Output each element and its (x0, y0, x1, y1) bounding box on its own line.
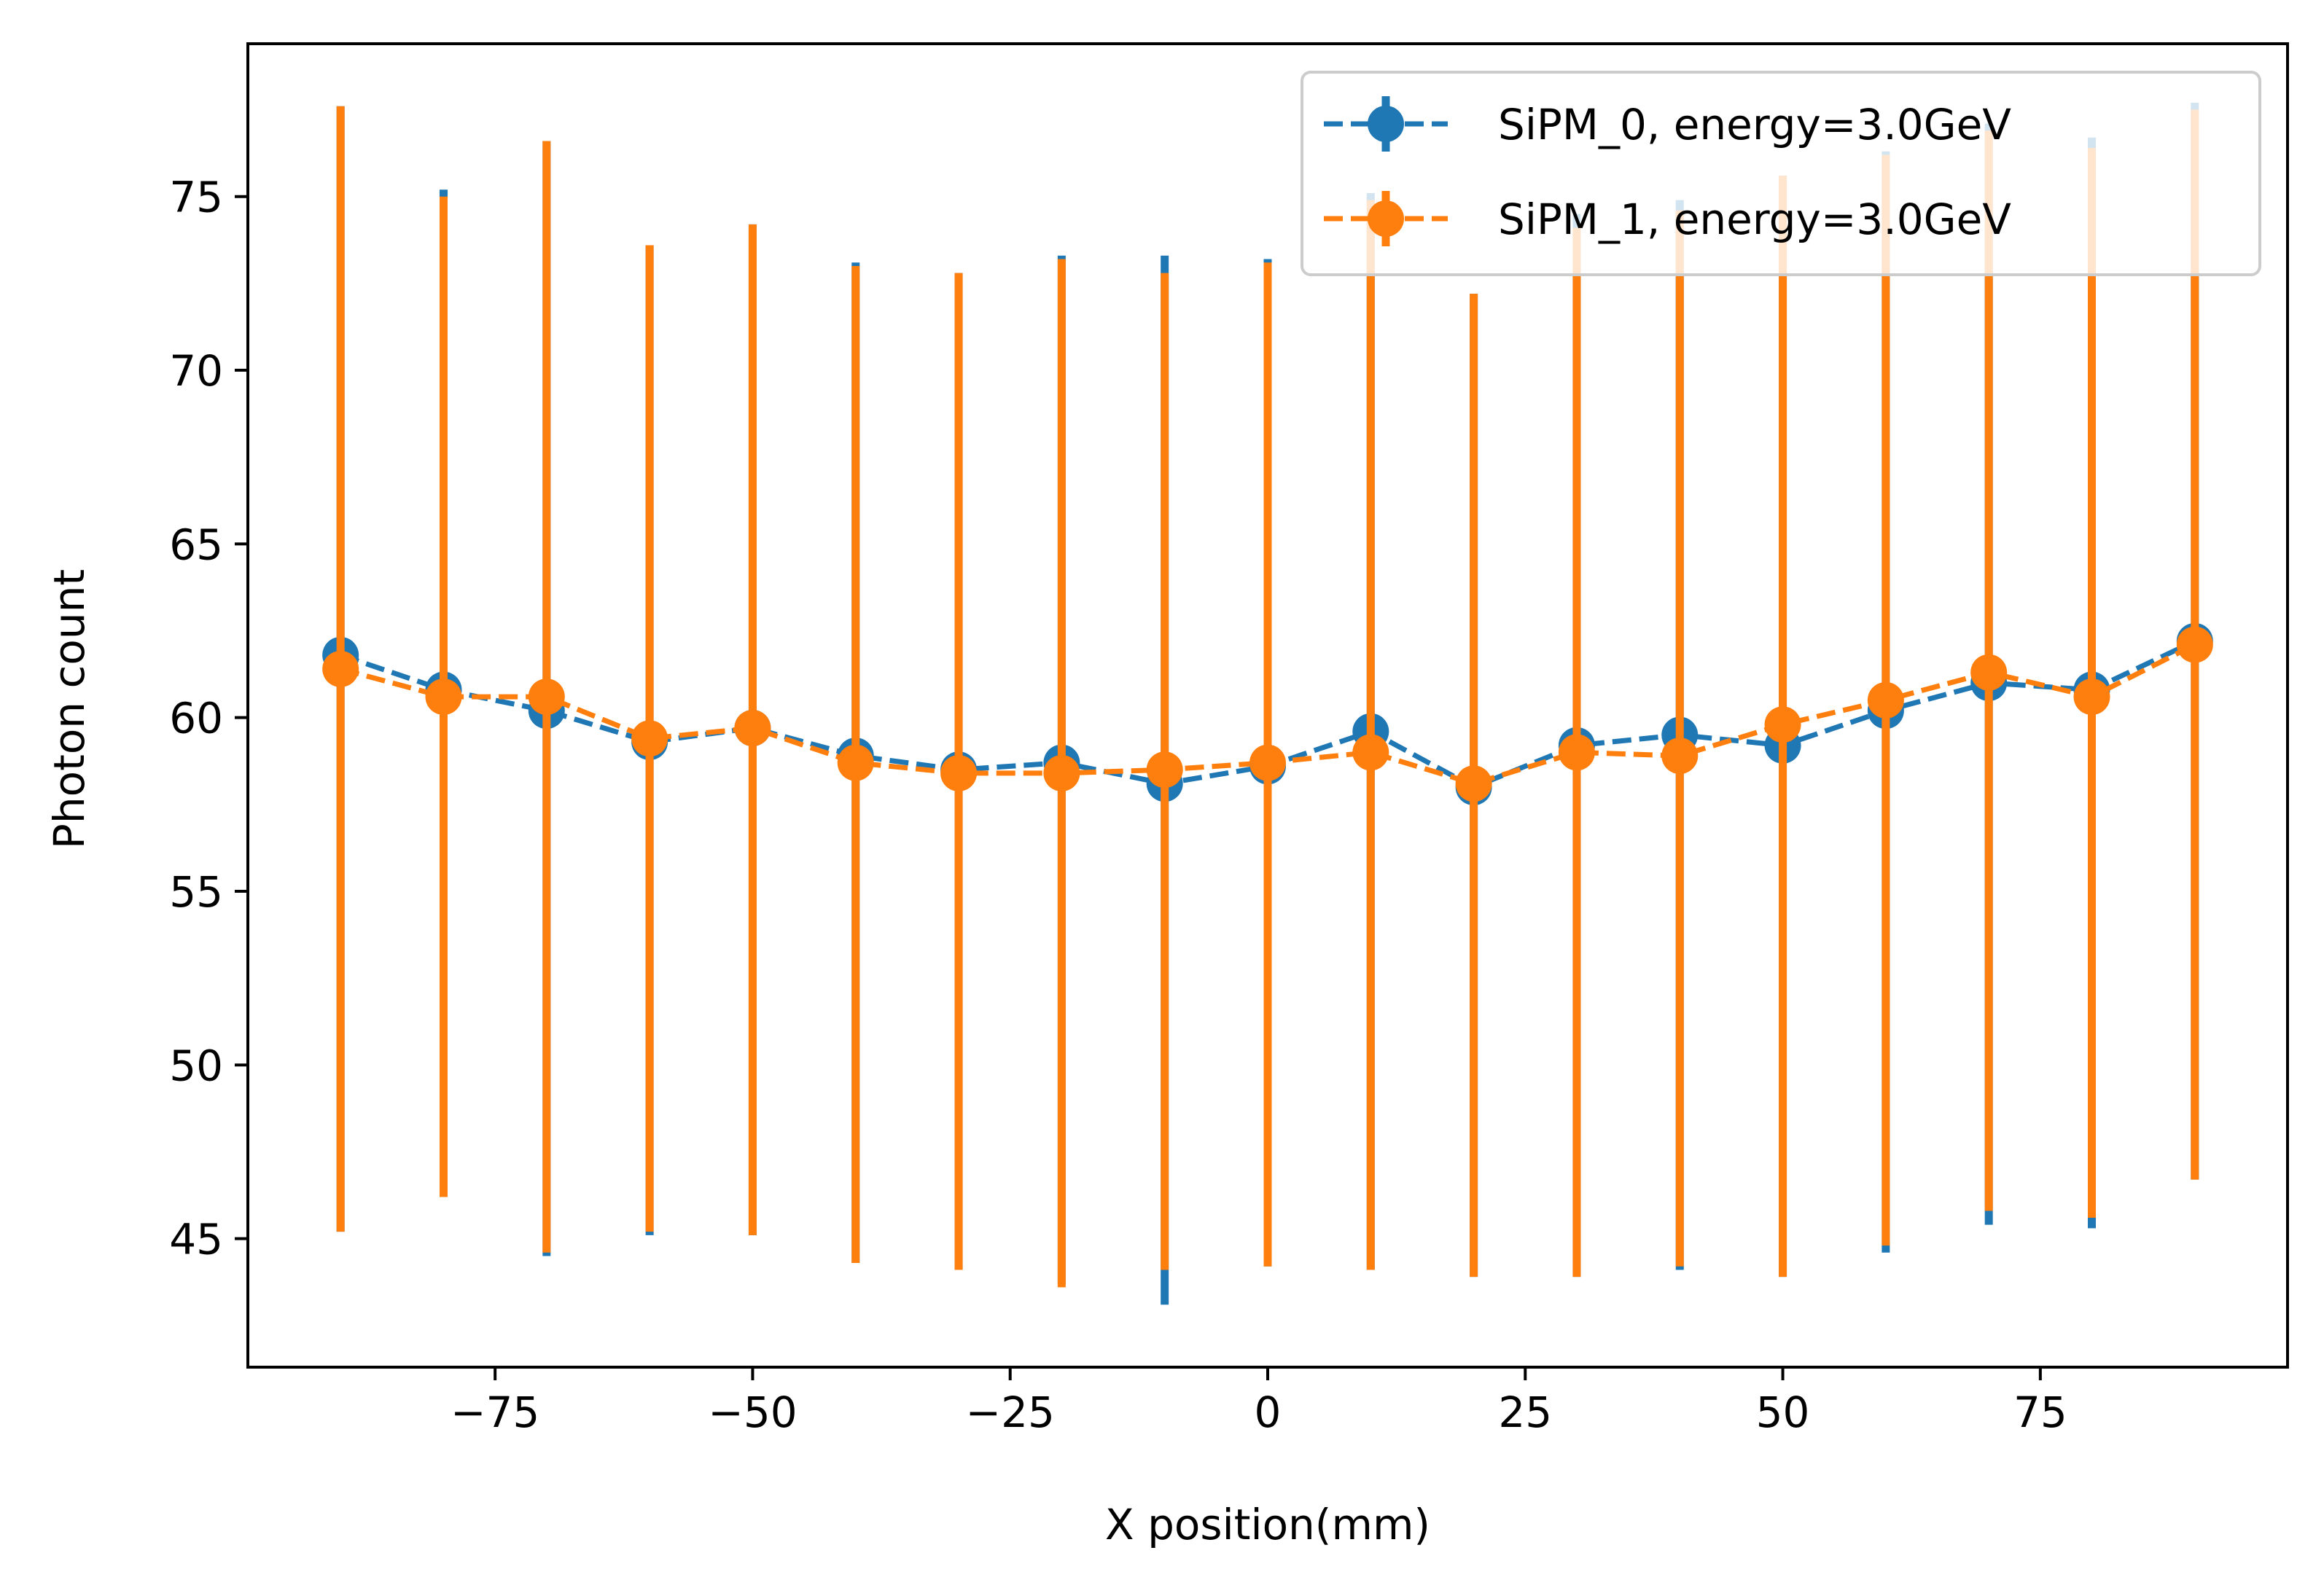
y-tick-label: 70 (169, 346, 223, 396)
x-axis-label: X position(mm) (1105, 1500, 1430, 1549)
data-point (1146, 751, 1183, 789)
data-point (425, 678, 462, 716)
data-point (1455, 765, 1492, 802)
x-tick-label: 0 (1255, 1388, 1282, 1437)
data-point (1352, 734, 1389, 771)
data-point (322, 650, 359, 687)
data-point (2073, 678, 2110, 716)
legend: SiPM_0, energy=3.0GeV SiPM_1, energy=3.0G… (1301, 71, 2261, 276)
legend-entry-0: SiPM_0, energy=3.0GeV (1324, 96, 2011, 152)
data-point (1249, 744, 1286, 781)
y-tick-label: 55 (169, 867, 223, 917)
data-point (1558, 734, 1595, 771)
x-tick-label: −25 (966, 1388, 1055, 1437)
data-point (1661, 738, 1699, 775)
data-point (1867, 681, 1904, 719)
x-tick-label: 25 (1498, 1388, 1552, 1437)
data-point (1970, 654, 2008, 691)
legend-marker (1368, 106, 1404, 142)
y-axis-label: Photon count (44, 569, 94, 849)
data-point (734, 709, 771, 746)
legend-marker (1368, 200, 1404, 237)
x-tick-label: −50 (708, 1388, 797, 1437)
y-tick-label: 45 (169, 1215, 223, 1264)
x-tick-label: 50 (1756, 1388, 1810, 1437)
data-point (1764, 706, 1801, 743)
legend-label: SiPM_0, energy=3.0GeV (1498, 100, 2011, 149)
data-point (528, 678, 565, 716)
y-tick-label: 50 (169, 1041, 223, 1090)
y-tick-label: 65 (169, 520, 223, 569)
plot-area (322, 103, 2213, 1305)
data-point (2176, 626, 2213, 663)
x-tick-label: −75 (451, 1388, 539, 1437)
axes: −75 −50 −25 0 25 50 75 45 50 55 60 65 70 75 (169, 42, 2289, 1437)
legend-label: SiPM_1, energy=3.0GeV (1498, 195, 2011, 244)
data-point (631, 720, 668, 757)
data-point (1043, 754, 1080, 791)
y-tick-label: 60 (169, 694, 223, 743)
legend-box (1301, 71, 2261, 276)
y-tick-label: 75 (169, 173, 223, 222)
data-point (940, 754, 978, 791)
series-1 (322, 106, 2213, 1288)
x-tick-label: 75 (2013, 1388, 2067, 1437)
legend-entry-1: SiPM_1, energy=3.0GeV (1324, 191, 2011, 246)
data-point (837, 744, 874, 781)
